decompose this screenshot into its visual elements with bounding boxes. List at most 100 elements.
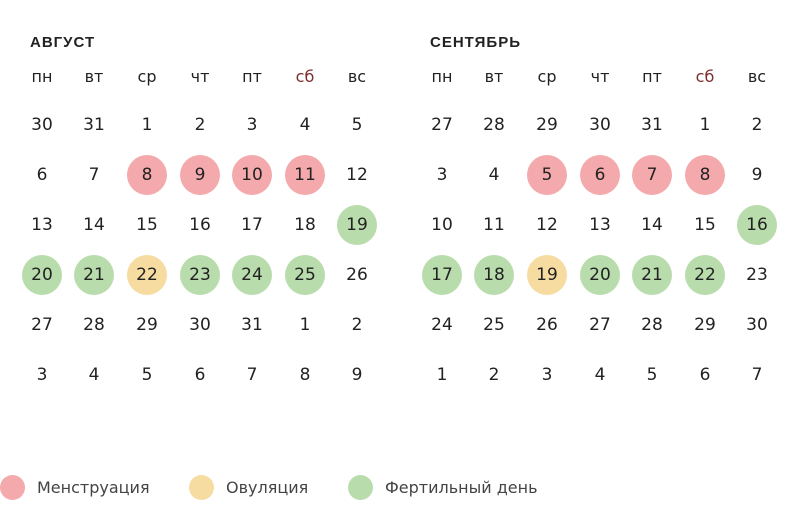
- day-cell: 3: [246, 115, 258, 135]
- day-cell: 5: [351, 115, 363, 135]
- day-cell: 27: [431, 115, 453, 135]
- legend-item-fertile: Фертильный день: [348, 470, 538, 504]
- day-cell: 4: [594, 365, 606, 385]
- day-cell: 29: [694, 315, 716, 335]
- day-cell: 5: [141, 365, 153, 385]
- legend-dot-menstruation: [0, 474, 25, 500]
- weekday-header: пн: [31, 66, 53, 86]
- weekday-header: сб: [695, 66, 715, 86]
- day-cell: 31: [83, 115, 105, 135]
- weekday-header: вт: [84, 66, 104, 86]
- weekday-header: чт: [190, 66, 210, 86]
- legend: Менструация Овуляция Фертильный день: [0, 470, 800, 504]
- day-cell: 29: [136, 315, 158, 335]
- day-cell: 31: [241, 315, 263, 335]
- day-cell: 2: [351, 315, 363, 335]
- month-title: СЕНТЯБРЬ: [430, 34, 521, 51]
- day-cell: 9: [351, 365, 363, 385]
- weekday-header: сб: [295, 66, 315, 86]
- day-cell: 14: [641, 215, 663, 235]
- day-cell: 16: [189, 215, 211, 235]
- day-cell: 23: [746, 265, 768, 285]
- day-cell: 7: [751, 365, 763, 385]
- day-cell-menstruation: 5: [527, 155, 567, 195]
- day-cell: 6: [36, 165, 48, 185]
- day-cell-fertile: 21: [632, 255, 672, 295]
- day-cell: 5: [646, 365, 658, 385]
- weekday-header: пт: [642, 66, 662, 86]
- day-cell: 7: [88, 165, 100, 185]
- weekday-header: вт: [484, 66, 504, 86]
- day-cell-menstruation: 9: [180, 155, 220, 195]
- day-cell-fertile: 17: [422, 255, 462, 295]
- legend-label: Фертильный день: [385, 477, 538, 497]
- day-cell: 29: [536, 115, 558, 135]
- day-cell-fertile: 22: [685, 255, 725, 295]
- day-cell: 25: [483, 315, 505, 335]
- day-cell: 6: [699, 365, 711, 385]
- day-cell: 28: [641, 315, 663, 335]
- day-cell-menstruation: 8: [685, 155, 725, 195]
- legend-item-ovulation: Овуляция: [189, 470, 308, 504]
- day-cell: 31: [641, 115, 663, 135]
- weekday-header: пт: [242, 66, 262, 86]
- day-cell: 1: [699, 115, 711, 135]
- day-cell-fertile: 20: [580, 255, 620, 295]
- day-cell: 7: [246, 365, 258, 385]
- day-cell-fertile: 19: [337, 205, 377, 245]
- legend-label: Менструация: [37, 477, 150, 497]
- day-cell-menstruation: 8: [127, 155, 167, 195]
- day-cell: 18: [294, 215, 316, 235]
- day-cell: 3: [541, 365, 553, 385]
- day-cell: 30: [746, 315, 768, 335]
- day-cell: 1: [436, 365, 448, 385]
- day-cell: 15: [694, 215, 716, 235]
- day-cell: 9: [751, 165, 763, 185]
- day-cell: 24: [431, 315, 453, 335]
- day-cell: 27: [589, 315, 611, 335]
- day-cell: 1: [141, 115, 153, 135]
- legend-item-menstruation: Менструация: [0, 470, 150, 504]
- legend-label: Овуляция: [226, 477, 309, 497]
- weekday-header: вс: [347, 66, 367, 86]
- day-cell: 13: [589, 215, 611, 235]
- legend-dot-fertile: [348, 474, 373, 500]
- day-cell-ovulation: 19: [527, 255, 567, 295]
- day-cell: 27: [31, 315, 53, 335]
- day-cell: 30: [189, 315, 211, 335]
- day-cell: 8: [299, 365, 311, 385]
- day-cell-fertile: 25: [285, 255, 325, 295]
- day-cell: 13: [31, 215, 53, 235]
- day-cell: 26: [346, 265, 368, 285]
- day-cell-fertile: 18: [474, 255, 514, 295]
- day-cell: 4: [88, 365, 100, 385]
- day-cell-fertile: 16: [737, 205, 777, 245]
- weekday-header: чт: [590, 66, 610, 86]
- day-cell: 4: [488, 165, 500, 185]
- day-cell: 4: [299, 115, 311, 135]
- day-cell: 11: [483, 215, 505, 235]
- day-cell: 10: [431, 215, 453, 235]
- day-cell: 30: [589, 115, 611, 135]
- day-cell: 17: [241, 215, 263, 235]
- day-cell-menstruation: 6: [580, 155, 620, 195]
- day-cell: 14: [83, 215, 105, 235]
- day-cell: 28: [483, 115, 505, 135]
- day-cell: 28: [83, 315, 105, 335]
- day-cell-fertile: 23: [180, 255, 220, 295]
- day-cell: 26: [536, 315, 558, 335]
- weekday-header: ср: [537, 66, 557, 86]
- day-cell-fertile: 20: [22, 255, 62, 295]
- day-cell-fertile: 21: [74, 255, 114, 295]
- weekday-header: вс: [747, 66, 767, 86]
- day-cell-menstruation: 11: [285, 155, 325, 195]
- weekday-header: пн: [431, 66, 453, 86]
- day-cell: 15: [136, 215, 158, 235]
- day-cell: 2: [488, 365, 500, 385]
- weekday-header: ср: [137, 66, 157, 86]
- day-cell: 3: [436, 165, 448, 185]
- day-cell-ovulation: 22: [127, 255, 167, 295]
- day-cell-menstruation: 7: [632, 155, 672, 195]
- day-cell: 12: [346, 165, 368, 185]
- day-cell-fertile: 24: [232, 255, 272, 295]
